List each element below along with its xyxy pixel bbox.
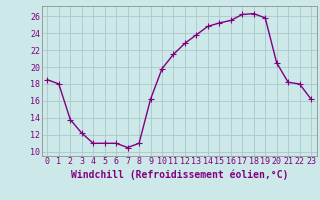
X-axis label: Windchill (Refroidissement éolien,°C): Windchill (Refroidissement éolien,°C) bbox=[70, 169, 288, 180]
